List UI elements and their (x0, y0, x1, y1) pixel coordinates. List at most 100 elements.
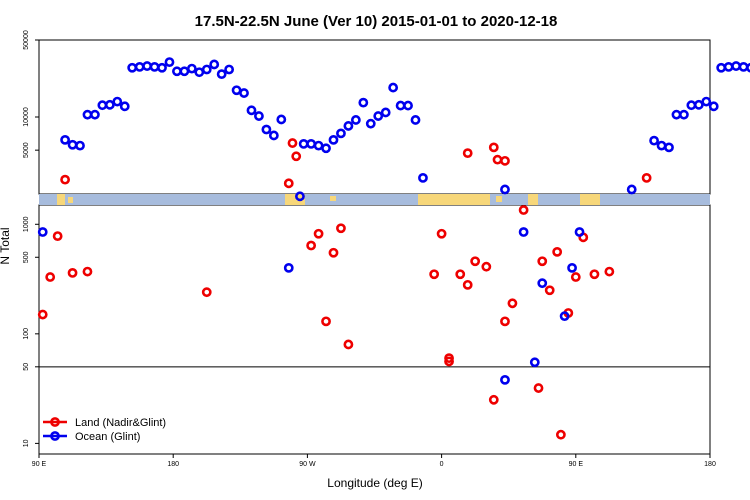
ocean-point-upper (358, 97, 369, 108)
y-axis-lower: 10 50 100 500 1000 (23, 216, 39, 447)
land-point-lower (321, 316, 331, 327)
ocean-point-lower (537, 278, 548, 289)
land-point-upper (488, 142, 499, 153)
y-tick-label: 1000 (23, 216, 30, 232)
land-point-lower (336, 223, 346, 234)
ocean-point-lower (529, 357, 540, 368)
ocean-point-upper (701, 96, 712, 107)
land-point-lower (552, 246, 563, 257)
land-mass (418, 194, 490, 205)
land-point-lower (201, 287, 212, 298)
land-point-lower (570, 272, 581, 282)
chart-title: 17.5N-22.5N June (Ver 10) 2015-01-01 to … (195, 13, 558, 30)
land-point-lower (470, 256, 481, 267)
ocean-point-lower (295, 191, 305, 202)
land-point-lower (507, 298, 518, 309)
ocean-point-upper (157, 62, 167, 73)
ocean-point-upper (708, 101, 719, 112)
land-point-upper (60, 174, 70, 185)
y-tick-label: 500 (23, 251, 30, 263)
ocean-point-upper (649, 135, 659, 146)
ocean-point-upper (90, 109, 100, 120)
ocean-point-upper (343, 121, 354, 131)
land-point-upper (641, 173, 652, 183)
ocean-point-lower (500, 374, 510, 385)
land-mass (57, 194, 65, 205)
ocean-point-upper (216, 69, 227, 80)
ocean-point-upper (104, 99, 115, 110)
ocean-point-upper (388, 82, 399, 93)
land-point-lower (481, 261, 492, 272)
ocean-point-upper (365, 118, 376, 129)
ocean-point-upper (268, 130, 279, 141)
land-mass (285, 194, 305, 205)
land-point-lower (343, 339, 354, 350)
land-point-lower (555, 429, 566, 440)
land-point-upper (500, 155, 510, 166)
ocean-point-upper (418, 173, 428, 183)
ocean-point-upper (403, 100, 413, 111)
ocean-point-upper (186, 63, 197, 74)
land-point-lower (604, 266, 615, 277)
legend-swatch-marker-ocean (50, 431, 60, 441)
y-tick-label: 10 (23, 439, 30, 447)
ocean-point-upper (224, 64, 235, 75)
ocean-point-upper (239, 88, 249, 98)
land-point-lower (328, 247, 339, 258)
x-tick-label: 180 (167, 461, 179, 468)
ocean-point-upper (60, 134, 70, 145)
ocean-point-lower (37, 227, 48, 237)
land-point-lower (537, 256, 548, 267)
y-tick-label: 5000 (23, 142, 30, 158)
land-point-lower (544, 285, 555, 296)
land-point-upper (291, 151, 302, 162)
land-mass (68, 197, 73, 203)
land-point-lower (533, 383, 544, 393)
y-axis-label: N Total (0, 227, 12, 264)
ocean-point-upper (626, 184, 637, 195)
ocean-point-upper (321, 143, 331, 154)
land-mass (330, 196, 336, 201)
ocean-point-upper (209, 59, 220, 70)
ocean-point-upper (261, 124, 272, 135)
land-point-lower (429, 269, 440, 280)
ocean-point-upper (410, 115, 421, 125)
ocean-point-upper (336, 128, 346, 139)
land-point-lower (444, 356, 454, 367)
land-point-lower (67, 267, 78, 278)
land-point-lower (52, 231, 63, 242)
x-tick-label: 90 E (32, 461, 47, 468)
legend-swatch-marker-land (50, 417, 60, 427)
land-point-lower (500, 316, 510, 327)
ocean-point-upper (679, 109, 689, 120)
legend: Land (Nadir&Glint) Ocean (Glint) (43, 417, 166, 443)
land-point-lower (436, 228, 447, 239)
ocean-point-upper (380, 107, 391, 118)
land-point-lower (45, 272, 56, 282)
ocean-point-upper (746, 62, 750, 73)
ocean-point-upper (500, 184, 510, 195)
ocean-point-upper (164, 57, 175, 68)
legend-label-ocean: Ocean (Glint) (75, 431, 140, 443)
x-tick-label: 180 (704, 461, 716, 468)
land-point-lower (306, 240, 317, 251)
ocean-point-upper (664, 142, 674, 153)
ocean-point-upper (75, 140, 85, 151)
land-point-lower (488, 394, 499, 405)
map-land-masses (57, 194, 600, 205)
y-tick-label: 50 (23, 363, 30, 371)
ocean-point-lower (559, 311, 570, 322)
data-points (37, 57, 750, 440)
ocean-point-lower (567, 262, 577, 273)
ocean-point-upper (693, 99, 704, 110)
land-point-lower (82, 266, 93, 277)
x-axis: 90 E 180 90 W 0 90 E 180 (32, 454, 716, 468)
land-point-upper (283, 178, 294, 189)
x-axis-label: Longitude (deg E) (327, 476, 422, 490)
land-point-upper (462, 148, 473, 159)
land-mass (580, 194, 600, 205)
ocean-point-upper (246, 105, 257, 116)
ocean-point-upper (328, 134, 339, 145)
